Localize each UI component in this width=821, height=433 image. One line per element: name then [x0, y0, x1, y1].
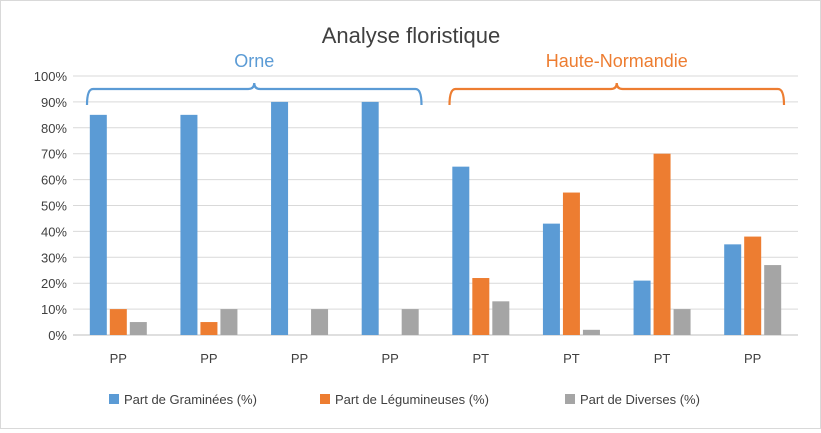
x-tick-label: PP — [291, 351, 308, 366]
y-tick-label: 100% — [34, 69, 68, 84]
group-bracket — [448, 82, 786, 106]
x-tick-label: PP — [110, 351, 127, 366]
group-label: Orne — [234, 51, 274, 71]
bar — [220, 309, 238, 335]
x-tick-label: PT — [563, 351, 580, 366]
bar — [653, 153, 671, 335]
bar — [582, 329, 600, 335]
bar — [271, 101, 289, 336]
bar — [180, 114, 198, 335]
chart-title: Analyse floristique — [322, 23, 501, 48]
bar — [542, 223, 560, 335]
x-tick-label: PP — [200, 351, 217, 366]
bar — [401, 309, 419, 335]
y-tick-label: 10% — [41, 302, 67, 317]
group-label: Haute-Normandie — [546, 51, 688, 71]
y-tick-label: 80% — [41, 121, 67, 136]
bar — [89, 114, 107, 335]
legend-label: Part de Diverses (%) — [580, 392, 700, 407]
bar — [361, 101, 379, 336]
y-tick-label: 40% — [41, 224, 67, 239]
bar — [200, 322, 218, 335]
x-axis-ticks: PP PP PP PP PT PT PT PP — [110, 351, 762, 366]
bars — [89, 101, 782, 336]
bar — [724, 244, 742, 335]
x-tick-label: PP — [744, 351, 761, 366]
y-axis-ticks: 0% 10% 20% 30% 40% 50% 60% 70% 80% 90% 100% — [34, 69, 68, 343]
legend-swatch — [109, 394, 119, 404]
legend: Part de Graminées (%) Part de Légumineuse… — [109, 392, 700, 407]
x-tick-label: PT — [473, 351, 490, 366]
y-tick-label: 30% — [41, 250, 67, 265]
bar — [129, 322, 147, 335]
legend-label: Part de Légumineuses (%) — [335, 392, 489, 407]
bar — [492, 301, 510, 335]
legend-swatch — [320, 394, 330, 404]
y-tick-label: 90% — [41, 95, 67, 110]
group-brackets: Orne Haute-Normandie — [85, 51, 786, 106]
y-tick-label: 0% — [48, 328, 67, 343]
y-tick-label: 50% — [41, 199, 67, 214]
y-tick-label: 70% — [41, 147, 67, 162]
bar — [472, 278, 490, 335]
bar — [633, 280, 651, 335]
y-tick-label: 60% — [41, 173, 67, 188]
bar — [452, 166, 470, 335]
legend-swatch — [565, 394, 575, 404]
legend-label: Part de Graminées (%) — [124, 392, 257, 407]
group-bracket — [85, 82, 423, 106]
bar — [673, 309, 691, 335]
bar — [562, 192, 580, 335]
bar — [764, 265, 782, 335]
x-tick-label: PP — [382, 351, 399, 366]
bar — [744, 236, 762, 335]
x-tick-label: PT — [654, 351, 671, 366]
y-tick-label: 20% — [41, 276, 67, 291]
bar — [109, 309, 127, 335]
bar — [311, 309, 329, 335]
